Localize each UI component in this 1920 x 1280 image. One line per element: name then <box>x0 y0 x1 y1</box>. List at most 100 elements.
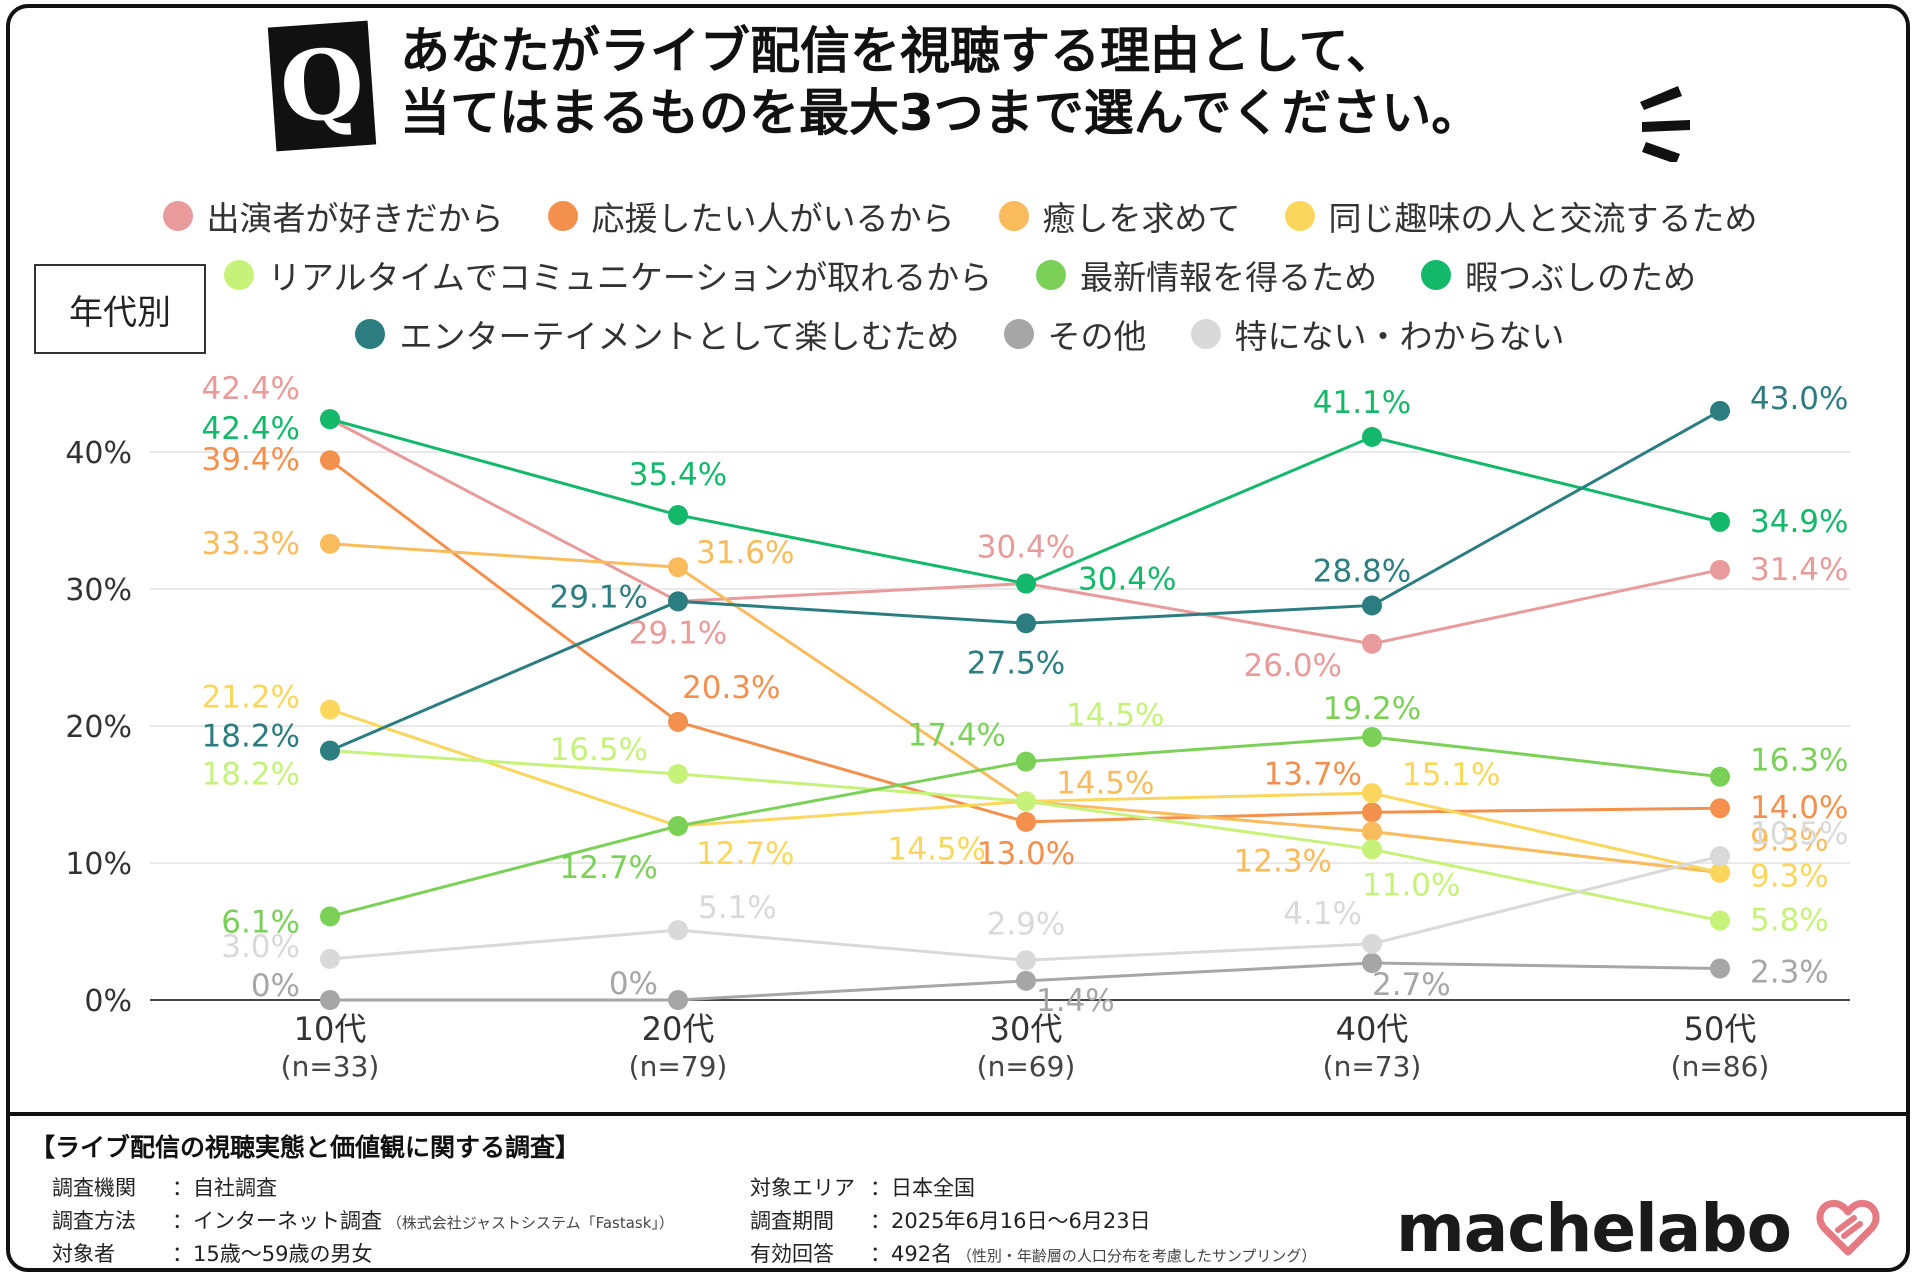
x-tick-sample-size: (n=86) <box>1671 1050 1770 1083</box>
legend-row: エンターテイメントとして楽しむため その他 特にない・わからない <box>0 304 1920 363</box>
legend-row: 出演者が好きだから 応援したい人がいるから 癒しを求めて 同じ趣味の人と交流するため <box>0 186 1920 245</box>
data-label: 16.5% <box>550 732 648 768</box>
data-label: 11.0% <box>1362 867 1460 903</box>
legend-label: 出演者が好きだから <box>206 198 504 238</box>
meta-row: 対象エリア ：日本全国 <box>750 1172 975 1202</box>
data-label: 2.9% <box>987 906 1066 942</box>
data-point <box>1362 821 1382 842</box>
data-point <box>1362 802 1382 823</box>
page-title: あなたがライブ配信を視聴する理由として、 当てはまるものを最大3つまで選んでくだ… <box>400 20 1700 144</box>
legend-dot-icon <box>1284 200 1315 231</box>
data-label: 39.4% <box>202 442 300 478</box>
data-point <box>1016 613 1036 634</box>
data-label: 14.5% <box>1056 765 1154 801</box>
data-point <box>1016 970 1036 991</box>
data-label: 34.9% <box>1750 504 1848 540</box>
legend-item: 応援したい人がいるから <box>547 192 955 240</box>
meta-row: 調査機関 ：自社調査 <box>52 1172 277 1202</box>
data-point <box>1362 953 1382 974</box>
legend-item: 暇つぶしのため <box>1421 251 1696 299</box>
data-label: 30.4% <box>1078 562 1176 598</box>
data-label: 26.0% <box>1244 648 1342 684</box>
data-point <box>1710 400 1730 421</box>
data-point <box>668 763 688 784</box>
data-label: 31.6% <box>696 535 794 571</box>
data-point <box>1016 573 1036 594</box>
legend-item: その他 <box>1003 310 1147 358</box>
x-tick-sample-size: (n=69) <box>977 1050 1076 1083</box>
legend-dot-icon <box>355 318 386 349</box>
data-point <box>1710 862 1730 883</box>
data-point <box>320 699 340 720</box>
data-point <box>1710 910 1730 931</box>
data-label: 12.7% <box>696 836 794 872</box>
data-point <box>1362 839 1382 860</box>
data-label: 14.5% <box>888 831 986 867</box>
legend-label: 同じ趣味の人と交流するため <box>1328 198 1758 238</box>
data-label: 5.1% <box>698 890 777 926</box>
legend-dot-icon <box>223 259 254 290</box>
data-label: 0% <box>251 968 300 1004</box>
data-label: 16.3% <box>1750 743 1848 779</box>
data-point <box>1016 791 1036 812</box>
legend-label: その他 <box>1047 316 1147 356</box>
legend-label: リアルタイムでコミュニケーションが取れるから <box>267 257 993 297</box>
data-label: 30.4% <box>977 530 1075 566</box>
meta-row: 対象者 ：15歳〜59歳の男女 <box>52 1238 372 1268</box>
x-tick-label: 40代 <box>1336 1010 1409 1048</box>
legend: 出演者が好きだから 応援したい人がいるから 癒しを求めて 同じ趣味の人と交流するため … <box>0 186 1920 363</box>
data-label: 28.8% <box>1313 553 1411 589</box>
legend-label: 暇つぶしのため <box>1465 257 1697 297</box>
meta-value: ：15歳〜59歳の男女 <box>172 1242 373 1266</box>
data-point <box>320 906 340 927</box>
legend-label: 応援したい人がいるから <box>591 198 955 238</box>
legend-dot-icon <box>162 200 193 231</box>
x-tick-label: 10代 <box>294 1010 367 1048</box>
legend-item: リアルタイムでコミュニケーションが取れるから <box>223 251 993 299</box>
data-point <box>320 990 340 1010</box>
footer-divider <box>6 1112 1910 1116</box>
x-tick-label: 20代 <box>642 1010 715 1048</box>
data-label: 10.5% <box>1750 816 1848 852</box>
meta-note: （株式会社ジャストシステム「Fastask」） <box>382 1214 674 1232</box>
heart-logo-icon <box>1816 1199 1880 1256</box>
data-point <box>320 409 340 430</box>
data-label: 31.4% <box>1750 552 1848 588</box>
data-point <box>1362 726 1382 747</box>
meta-key: 調査機関 <box>52 1176 136 1200</box>
meta-value: ：自社調査 <box>172 1176 277 1200</box>
data-label: 43.0% <box>1750 381 1848 417</box>
data-label: 20.3% <box>682 670 780 706</box>
meta-key: 調査方法 <box>52 1209 136 1233</box>
group-label-box: 年代別 <box>34 264 206 354</box>
data-point <box>1710 846 1730 867</box>
data-point <box>1710 766 1730 787</box>
data-label: 13.7% <box>1264 756 1362 792</box>
data-point <box>668 920 688 941</box>
brand-logo: machelabo <box>1396 1190 1792 1267</box>
legend-dot-icon <box>998 200 1029 231</box>
data-label: 5.8% <box>1750 903 1829 939</box>
line-chart: 0% 10% 20% 30% 40% 10代(n=33) 20代(n=79) 30代(n=69… <box>65 371 1850 1083</box>
legend-label: 最新情報を得るため <box>1080 257 1378 297</box>
data-point <box>1362 783 1382 804</box>
data-point <box>1016 751 1036 772</box>
data-label: 9.3% <box>1750 823 1829 859</box>
legend-item: 癒しを求めて <box>998 192 1241 240</box>
data-point <box>320 948 340 969</box>
data-label: 35.4% <box>629 457 727 493</box>
data-point <box>320 533 340 554</box>
meta-key: 対象者 <box>52 1242 115 1266</box>
data-label: 17.4% <box>908 718 1006 754</box>
data-label: 18.2% <box>202 757 300 793</box>
data-label: 2.7% <box>1372 967 1451 1003</box>
data-point <box>1710 958 1730 979</box>
legend-label: エンターテイメントとして楽しむため <box>399 316 960 356</box>
legend-dot-icon <box>1190 318 1221 349</box>
y-tick-label: 40% <box>65 436 132 471</box>
data-label: 3.0% <box>221 929 300 965</box>
data-label: 33.3% <box>202 526 300 562</box>
data-point <box>668 711 688 732</box>
meta-value: ：492名 <box>870 1242 953 1266</box>
data-point <box>1016 811 1036 832</box>
